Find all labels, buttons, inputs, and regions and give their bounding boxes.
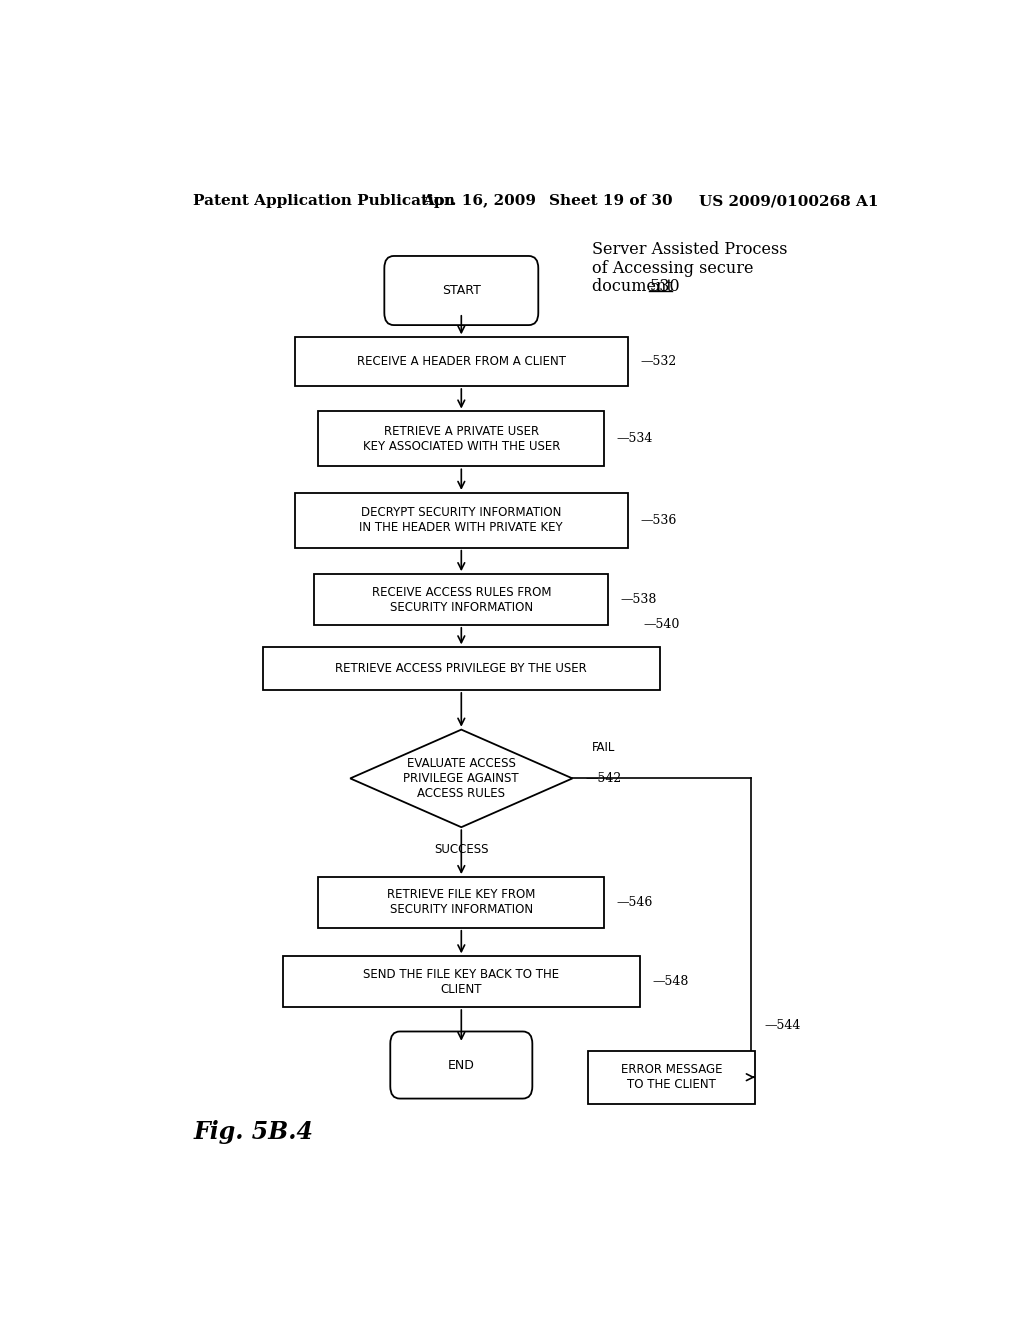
Bar (588, 1051, 755, 1104)
Text: —536: —536 (641, 513, 677, 527)
Bar (318, 412, 604, 466)
Text: RETRIEVE A PRIVATE USER
KEY ASSOCIATED WITH THE USER: RETRIEVE A PRIVATE USER KEY ASSOCIATED W… (362, 425, 560, 453)
Text: Sheet 19 of 30: Sheet 19 of 30 (549, 194, 672, 209)
Polygon shape (350, 730, 572, 828)
Text: —548: —548 (652, 975, 689, 989)
Bar (295, 338, 628, 385)
Text: document: document (592, 279, 678, 294)
Text: START: START (442, 284, 480, 297)
Text: —546: —546 (616, 896, 653, 909)
Text: SUCCESS: SUCCESS (434, 843, 488, 857)
Text: Server Assisted Process: Server Assisted Process (592, 242, 787, 259)
Text: —544: —544 (765, 1019, 801, 1032)
FancyBboxPatch shape (384, 256, 539, 325)
Text: 530: 530 (649, 279, 680, 294)
Text: END: END (447, 1059, 475, 1072)
Text: RECEIVE ACCESS RULES FROM
SECURITY INFORMATION: RECEIVE ACCESS RULES FROM SECURITY INFOR… (372, 586, 551, 614)
Text: Patent Application Publication: Patent Application Publication (194, 194, 455, 209)
Text: —532: —532 (641, 355, 677, 368)
FancyBboxPatch shape (390, 1031, 532, 1098)
Text: of Accessing secure: of Accessing secure (592, 260, 754, 277)
Text: —534: —534 (616, 433, 653, 445)
Text: US 2009/0100268 A1: US 2009/0100268 A1 (699, 194, 879, 209)
Text: EVALUATE ACCESS
PRIVILEGE AGAINST
ACCESS RULES: EVALUATE ACCESS PRIVILEGE AGAINST ACCESS… (403, 756, 519, 800)
Text: Apr. 16, 2009: Apr. 16, 2009 (422, 194, 536, 209)
Bar (263, 647, 659, 690)
Text: DECRYPT SECURITY INFORMATION
IN THE HEADER WITH PRIVATE KEY: DECRYPT SECURITY INFORMATION IN THE HEAD… (359, 507, 563, 535)
Text: RETRIEVE ACCESS PRIVILEGE BY THE USER: RETRIEVE ACCESS PRIVILEGE BY THE USER (336, 663, 587, 675)
Bar (283, 956, 640, 1007)
Bar (295, 492, 628, 548)
Text: SEND THE FILE KEY BACK TO THE
CLIENT: SEND THE FILE KEY BACK TO THE CLIENT (364, 968, 559, 995)
Text: Fig. 5B.4: Fig. 5B.4 (194, 1121, 313, 1144)
Text: —542: —542 (585, 772, 622, 785)
Text: FAIL: FAIL (592, 742, 615, 755)
Text: RETRIEVE FILE KEY FROM
SECURITY INFORMATION: RETRIEVE FILE KEY FROM SECURITY INFORMAT… (387, 888, 536, 916)
Bar (314, 574, 608, 624)
Text: ERROR MESSAGE
TO THE CLIENT: ERROR MESSAGE TO THE CLIENT (621, 1063, 722, 1092)
Text: —538: —538 (621, 593, 657, 606)
Bar (318, 876, 604, 928)
Text: —540: —540 (644, 619, 680, 631)
Text: RECEIVE A HEADER FROM A CLIENT: RECEIVE A HEADER FROM A CLIENT (356, 355, 566, 368)
